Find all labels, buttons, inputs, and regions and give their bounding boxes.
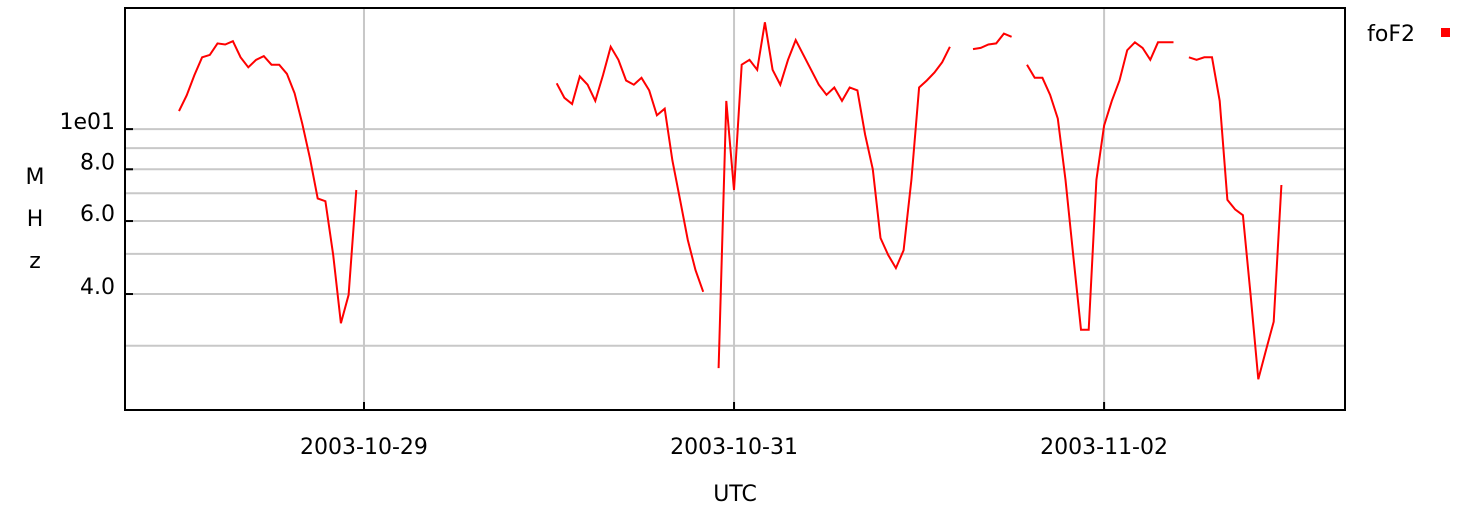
plot-frame: [124, 7, 1346, 411]
data-line: [178, 22, 1283, 380]
x-tick-label: 2003-10-29: [300, 435, 428, 460]
x-tick-label: 2003-11-02: [1040, 435, 1168, 460]
x-tick-label: 2003-10-31: [670, 435, 798, 460]
y-tick-label: 6.0: [80, 202, 115, 227]
y-tick-label: 1e01: [59, 110, 115, 135]
legend-label: foF2: [1367, 22, 1415, 47]
legend-swatch: [1441, 28, 1450, 37]
y-tick-label: 4.0: [80, 275, 115, 300]
x-axis-label: UTC: [713, 482, 757, 507]
y-tick-label: 8.0: [80, 150, 115, 175]
